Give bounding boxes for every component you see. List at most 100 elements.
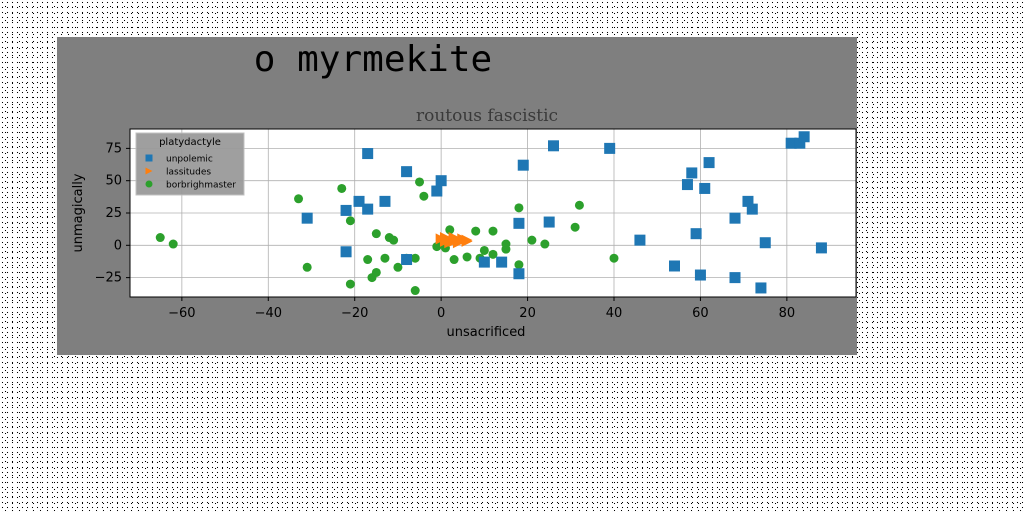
data-point <box>488 249 498 259</box>
data-point <box>513 268 525 280</box>
data-point <box>410 286 420 296</box>
data-point <box>574 200 584 210</box>
data-point <box>431 185 443 197</box>
data-point <box>669 260 680 272</box>
data-point <box>363 255 373 265</box>
data-point <box>513 217 525 229</box>
data-point <box>540 239 550 249</box>
data-point <box>345 216 355 226</box>
data-point <box>415 177 425 187</box>
x-tick-label: 40 <box>606 306 623 321</box>
data-point <box>435 175 447 187</box>
legend-label-unpolemic: unpolemic <box>166 155 213 165</box>
data-point <box>445 225 455 235</box>
data-point <box>794 137 806 149</box>
x-tick-label: 80 <box>779 306 796 321</box>
data-point <box>389 235 399 245</box>
data-point <box>362 148 374 160</box>
y-axis-label: unmagically <box>71 173 86 252</box>
data-point <box>694 269 706 281</box>
data-point <box>517 159 529 171</box>
data-point <box>729 212 741 224</box>
data-point <box>699 182 711 194</box>
data-point <box>393 262 403 272</box>
x-tick-label: 0 <box>437 306 445 321</box>
data-point <box>570 222 580 232</box>
data-point <box>703 157 715 169</box>
data-point <box>401 254 413 266</box>
data-point <box>527 235 537 245</box>
axis-ticks: −60 −40 −20 0 20 40 60 80 −25 0 25 50 75 <box>95 141 796 321</box>
data-points <box>155 131 827 296</box>
data-point <box>543 216 555 228</box>
data-point <box>371 229 381 239</box>
data-point <box>681 179 693 191</box>
data-point <box>301 212 313 224</box>
legend: platydactyle unpolemic lassitudes borbrigh… <box>135 132 245 196</box>
data-point <box>461 234 473 246</box>
data-point <box>155 233 165 243</box>
data-point <box>353 195 365 207</box>
data-point <box>337 183 347 193</box>
data-point <box>448 233 460 245</box>
data-point <box>380 253 390 263</box>
data-point <box>746 203 758 215</box>
data-point <box>345 279 355 289</box>
data-point <box>471 226 481 236</box>
data-point <box>742 195 754 207</box>
y-tick-label: −25 <box>95 271 122 286</box>
data-point <box>449 255 459 265</box>
legend-marker-borbrighmaster <box>145 180 153 188</box>
x-tick-label: −60 <box>168 306 195 321</box>
data-point <box>410 253 420 263</box>
data-point <box>371 267 381 277</box>
data-point <box>729 272 741 284</box>
legend-box <box>135 132 245 196</box>
data-point <box>690 228 702 240</box>
data-point <box>294 194 304 204</box>
data-point <box>548 140 559 152</box>
data-point <box>362 203 374 215</box>
data-point <box>514 260 524 270</box>
data-point <box>496 256 508 268</box>
chart-suptitle: o myrmekite <box>253 39 493 80</box>
data-point <box>759 237 771 249</box>
legend-marker-lassitudes <box>145 167 153 175</box>
chart-figure: o myrmekite routous fascistic −60 −40 −20 0… <box>57 37 857 355</box>
data-point <box>755 282 767 294</box>
series-lassitudes <box>435 232 473 249</box>
series-unpolemic <box>301 131 827 294</box>
data-point <box>634 234 646 246</box>
data-point <box>302 262 312 272</box>
x-tick-label: 20 <box>519 306 536 321</box>
chart-title: routous fascistic <box>416 106 558 126</box>
legend-label-borbrighmaster: borbrighmaster <box>166 181 236 191</box>
data-point <box>686 167 698 179</box>
plot-frame <box>129 128 857 298</box>
data-point <box>488 226 498 236</box>
data-point <box>815 242 827 254</box>
x-axis-label: unsacrificed <box>447 325 526 340</box>
data-point <box>479 245 489 255</box>
y-tick-label: 50 <box>105 174 122 189</box>
data-point <box>379 195 391 207</box>
legend-label-lassitudes: lassitudes <box>166 168 211 178</box>
data-point <box>401 166 413 178</box>
y-tick-label: 0 <box>114 238 122 253</box>
data-point <box>514 203 524 213</box>
data-point <box>798 131 810 143</box>
legend-title: platydactyle <box>159 137 221 148</box>
scatter-plot: routous fascistic −60 −40 −20 0 20 40 60 80 −25 0… <box>71 106 857 340</box>
data-point <box>609 253 619 263</box>
legend-marker-unpolemic <box>145 154 153 162</box>
y-tick-label: 75 <box>105 141 122 156</box>
data-point <box>604 142 616 154</box>
data-point <box>340 204 352 216</box>
x-tick-label: −20 <box>341 306 368 321</box>
y-tick-label: 25 <box>105 206 122 221</box>
data-point <box>419 191 429 201</box>
data-point <box>785 137 797 149</box>
data-point <box>501 239 511 249</box>
data-point <box>168 239 178 249</box>
x-tick-label: −40 <box>255 306 282 321</box>
